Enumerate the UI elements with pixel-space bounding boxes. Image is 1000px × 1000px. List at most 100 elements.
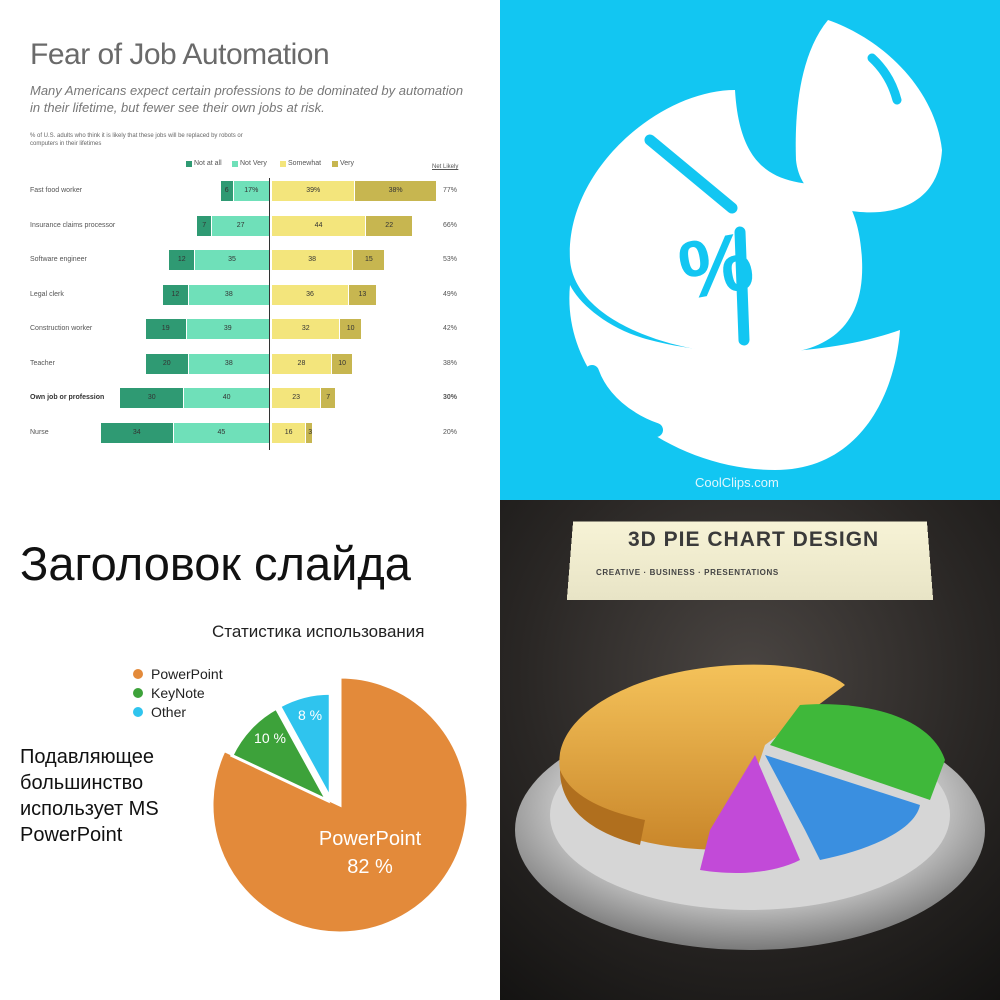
legend-swatch: [332, 160, 338, 167]
legend-not-very: Not Very: [232, 160, 267, 167]
net-likely-value: 42%: [443, 325, 458, 332]
net-likely-value: 30%: [443, 394, 458, 401]
bar-segment-somewhat: [272, 422, 306, 443]
bar-value-label: 19: [161, 325, 170, 332]
exploded-wedge-shape: [795, 20, 942, 213]
chart-note: % of U.S. adults who think it is likely …: [30, 133, 243, 147]
3d-pie-illustration: [515, 664, 985, 950]
net-likely-header: Net Likely: [432, 164, 459, 170]
bar-segment-not-at-all: [169, 250, 195, 270]
slide-title: Заголовок слайда: [20, 537, 411, 590]
bar-segment-very: [306, 422, 312, 443]
pie-title: Статистика использования: [212, 622, 425, 641]
legend-dot: [133, 707, 143, 717]
bar-value-label: 38: [308, 256, 317, 263]
legend-dot: [133, 688, 143, 698]
bar-segment-not-at-all: [145, 319, 186, 339]
bar-value-label: 15: [364, 256, 373, 263]
row-label: Legal clerk: [30, 290, 64, 298]
row-label: Teacher: [30, 359, 55, 367]
3d-pie-photo-panel: 3D PIE CHART DESIGN CREATIVE · BUSINESS …: [500, 500, 1000, 1000]
bar-value-label: 7: [326, 394, 331, 401]
legend-keynote: KeyNote: [133, 685, 205, 701]
usage-pie-chart: [210, 675, 470, 935]
bar-value-label: 3: [308, 428, 313, 436]
bar-value-label: 27: [236, 221, 245, 229]
legend-not-at-all: Not at all: [186, 160, 222, 167]
pie-slice-powerpoint: [210, 675, 470, 935]
pie-base-highlight: [585, 365, 663, 437]
bar-value-label: 28: [297, 359, 306, 367]
bar-segment-not-very: [195, 250, 269, 270]
bar-value-label: 32: [301, 325, 310, 332]
slice-value-other: 8 %: [297, 707, 323, 723]
slide-note: Подавляющее большинство использует MS Po…: [20, 746, 159, 846]
pie-slice-keynote: [229, 706, 331, 804]
job-automation-chart-panel: Fear of Job Automation Many Americans ex…: [0, 0, 500, 500]
bar-segment-very: [340, 319, 361, 339]
bar-value-label: 16: [284, 428, 293, 436]
legend-very: Very: [332, 160, 354, 167]
bar-segment-not-very: [188, 284, 269, 305]
bar-segment-somewhat: [272, 353, 331, 374]
orange-slice: [559, 664, 845, 850]
net-likely-value: 53%: [443, 256, 458, 263]
green-slice: [770, 704, 945, 800]
bar-segment-very: [355, 181, 436, 201]
bar-segment-not-very: [173, 422, 269, 443]
bar-segment-very: [353, 250, 385, 270]
bar-segment-not-at-all: [197, 215, 212, 236]
slide-pie-panel: Заголовок слайда Статистика использовани…: [0, 500, 500, 1000]
bar-segment-very: [366, 215, 413, 236]
net-likely-value: 49%: [443, 290, 458, 298]
bar-value-label: 7: [202, 221, 207, 229]
legend-swatch: [280, 160, 286, 167]
legend-dot: [133, 669, 143, 679]
bar-value-label: 39%: [306, 187, 321, 194]
slice-divider: [734, 226, 750, 346]
net-likely-value: 20%: [443, 428, 458, 436]
legend-somewhat: Somewhat: [280, 160, 321, 167]
bar-segment-not-very: [212, 215, 269, 236]
bar-segment-very: [349, 284, 376, 305]
pie-chart-percent-icon: %: [569, 20, 942, 470]
row-label: Own job or profession: [30, 394, 105, 401]
bar-segment-not-very: [233, 181, 269, 201]
chart-title: Fear of Job Automation: [30, 38, 330, 71]
bar-value-label: 30: [147, 394, 156, 401]
bar-segment-not-at-all: [100, 422, 173, 443]
legend-swatch: [186, 160, 192, 167]
bar-value-label: 38%: [388, 187, 403, 194]
bar-value-label: 10: [346, 325, 355, 332]
bar-value-label: 39: [223, 325, 232, 332]
wedge-highlight: [867, 53, 902, 105]
bar-segment-not-very: [186, 319, 269, 339]
row-label: Nurse: [30, 428, 49, 436]
slice-divider: [644, 134, 738, 214]
pie-slice-other: [277, 691, 332, 799]
bar-value-label: 12: [177, 256, 186, 263]
bar-value-label: 35: [228, 256, 236, 263]
bar-segment-not-very: [184, 388, 269, 408]
bar-value-label: 40: [222, 394, 231, 401]
legend-powerpoint: PowerPoint: [133, 666, 223, 682]
clipart-caption: CoolClips.com: [695, 475, 779, 490]
sign-subtitle: CREATIVE · BUSINESS · PRESENTATIONS: [596, 568, 779, 577]
blue-slice: [765, 755, 920, 860]
bar-value-label: 45: [217, 428, 226, 436]
bar-segment-not-at-all: [145, 353, 188, 374]
row-label: Software engineer: [30, 256, 87, 263]
bar-segment-somewhat: [272, 215, 366, 236]
pie-clipart-panel: % CoolClips.com: [500, 0, 1000, 500]
bar-value-label: 22: [385, 221, 394, 229]
net-likely-value: 77%: [443, 187, 458, 194]
bar-segment-somewhat: [272, 181, 355, 201]
bar-value-label: 10: [338, 359, 346, 367]
bar-segment-not-at-all: [220, 181, 233, 201]
bar-value-label: 17%: [244, 187, 259, 194]
bar-value-label: 34: [132, 428, 141, 436]
bar-segment-very: [321, 388, 336, 408]
bar-segment-somewhat: [272, 388, 321, 408]
row-label: Construction worker: [30, 325, 93, 332]
pie-top-shape: [569, 90, 863, 355]
